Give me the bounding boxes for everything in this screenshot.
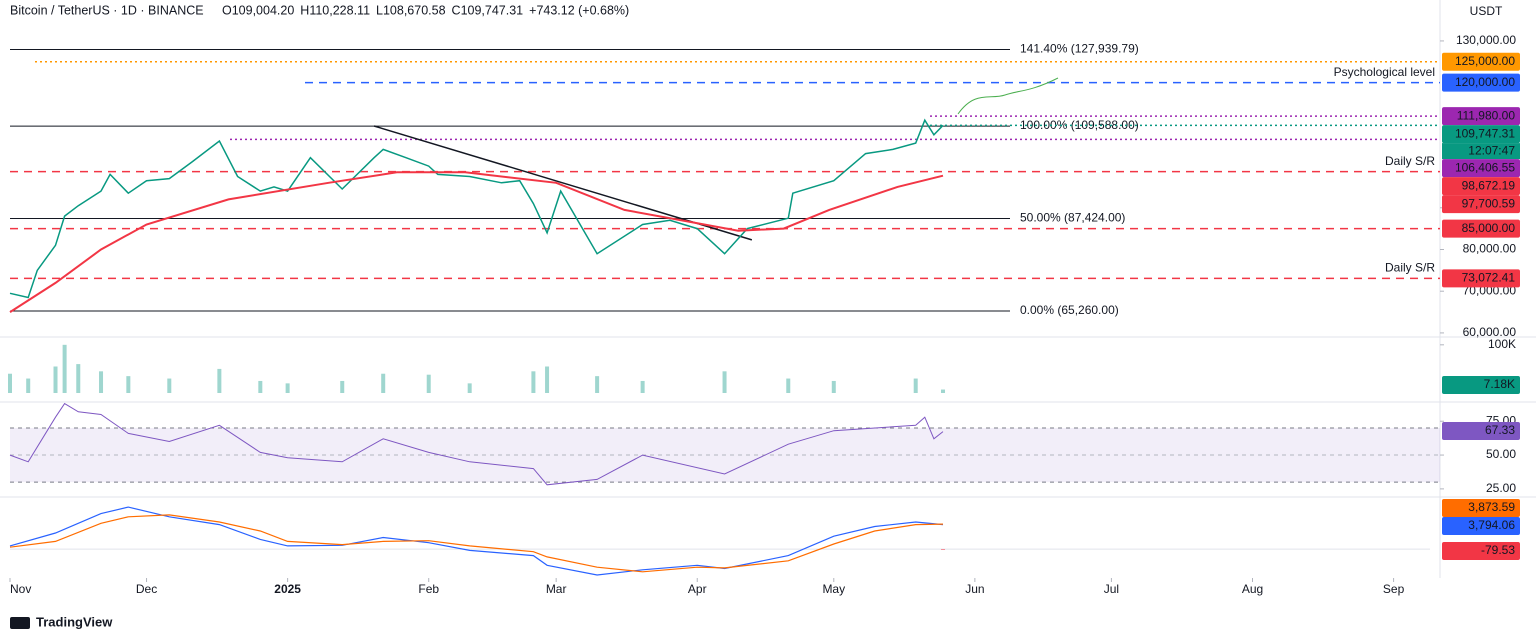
volume-bar	[340, 380, 345, 393]
volume-bar	[99, 371, 104, 393]
y-tick-label: 50.00	[1486, 447, 1516, 461]
x-tick-label: Jul	[1104, 582, 1119, 596]
price-line	[9, 118, 944, 299]
axis-label-box	[1442, 195, 1520, 214]
ohlc-value: O109,004.20	[222, 3, 294, 17]
volume-bar	[786, 378, 791, 393]
volume-bar	[381, 373, 386, 393]
macd-label-box	[1442, 517, 1520, 535]
volume-bar	[467, 383, 472, 393]
volume-bar	[26, 378, 31, 393]
histogram-label: -79.53	[1481, 543, 1515, 557]
histogram-bar	[941, 549, 946, 550]
x-tick-label: Apr	[688, 582, 707, 596]
volume-bar	[640, 380, 645, 393]
macd-label: 3,794.06	[1468, 518, 1515, 532]
ohlc-value: C109,747.31	[452, 3, 524, 17]
volume-bar	[941, 389, 946, 393]
countdown-box	[1442, 143, 1520, 160]
axis-label: 97,700.59	[1462, 196, 1516, 210]
fib-label: 50.00% (87,424.00)	[1020, 211, 1125, 225]
x-tick-label: May	[822, 582, 845, 596]
axis-label: 85,000.00	[1462, 221, 1516, 235]
x-tick-label: Mar	[546, 582, 567, 596]
fib-label: 141.40% (127,939.79)	[1020, 42, 1139, 56]
brand: TradingView	[36, 614, 113, 629]
volume-bar	[831, 380, 836, 393]
axis-label-box	[1442, 73, 1520, 92]
projection	[957, 77, 1059, 115]
fib-label: 0.00% (65,260.00)	[1020, 303, 1119, 317]
volume-bar	[913, 378, 918, 393]
axis-label-box	[1442, 177, 1520, 196]
level-note: Daily S/R	[1385, 261, 1435, 275]
rsi-label-box	[1442, 422, 1520, 440]
volume-bar	[126, 376, 131, 393]
volume-bar	[167, 378, 172, 393]
volume-label-box	[1442, 376, 1520, 394]
ema-line	[9, 171, 944, 313]
symbol: Bitcoin / TetherUS · 1D · BINANCE	[10, 3, 204, 17]
level-note: Psychological level	[1334, 65, 1435, 79]
axis-label-box	[1442, 269, 1520, 288]
axis-label: 106,406.55	[1455, 160, 1515, 174]
volume-bar	[722, 371, 727, 393]
rsi-label: 67.33	[1485, 423, 1515, 437]
axis-label: 98,672.19	[1462, 178, 1516, 192]
brand-logo	[10, 617, 30, 629]
volume-bar	[258, 380, 263, 393]
x-tick-label: Jun	[965, 582, 984, 596]
axis-label-box	[1442, 159, 1520, 178]
rsi-line	[9, 402, 944, 486]
x-tick-label: Nov	[10, 582, 31, 596]
countdown: 12:07:47	[1468, 143, 1515, 157]
volume-bar	[62, 344, 67, 393]
volume-bar	[8, 373, 12, 393]
axis-label-box	[1442, 125, 1520, 144]
volume-bar	[53, 366, 58, 393]
ohlc-value: L108,670.58	[376, 3, 446, 17]
level-note: Daily S/R	[1385, 154, 1435, 168]
x-tick-label: Aug	[1242, 582, 1263, 596]
axis-label-box	[1442, 107, 1520, 126]
volume-bar	[545, 366, 550, 393]
x-tick-label: Feb	[418, 582, 439, 596]
y-tick-label: 100K	[1488, 337, 1516, 351]
ohlc-value: H110,228.11	[300, 3, 370, 17]
x-tick-label: Sep	[1383, 582, 1405, 596]
signal-line	[9, 514, 944, 573]
axis-label: 73,072.41	[1462, 271, 1516, 285]
axis-label: 125,000.00	[1455, 54, 1515, 68]
x-tick-label: Dec	[136, 582, 157, 596]
axis-label-box	[1442, 219, 1520, 238]
macd-line	[9, 506, 944, 576]
x-tick-label: 2025	[274, 582, 301, 596]
currency: USDT	[1470, 4, 1503, 18]
volume-bar	[76, 364, 81, 393]
fib-label: 100.00% (109,588.00)	[1020, 118, 1139, 132]
ohlc-value: +743.12 (+0.68%)	[529, 3, 629, 17]
volume-bar	[531, 371, 536, 393]
volume-label: 7.18K	[1484, 377, 1515, 391]
volume-bar	[217, 368, 222, 393]
histogram-label-box	[1442, 542, 1520, 560]
volume-bar	[285, 383, 290, 393]
axis-label: 120,000.00	[1455, 75, 1515, 89]
axis-label-box	[1442, 52, 1520, 71]
y-tick-label: 80,000.00	[1463, 242, 1517, 256]
signal-label-box	[1442, 499, 1520, 517]
volume-bar	[595, 376, 600, 393]
y-tick-label: 25.00	[1486, 481, 1516, 495]
y-tick-label: 130,000.00	[1456, 33, 1516, 47]
signal-label: 3,873.59	[1468, 500, 1515, 514]
axis-label: 109,747.31	[1455, 126, 1515, 140]
y-tick-label: 60,000.00	[1463, 325, 1517, 339]
volume-bar	[426, 374, 431, 393]
axis-label: 111,980.00	[1457, 108, 1516, 122]
